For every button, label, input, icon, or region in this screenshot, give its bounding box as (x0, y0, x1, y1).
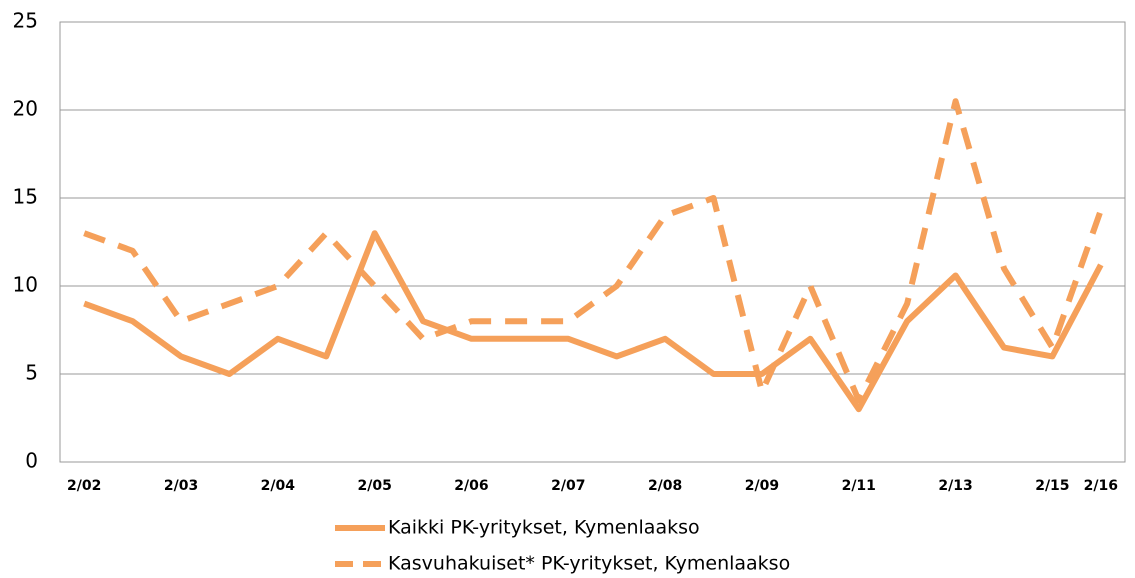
x-tick-label: 2/02 (67, 478, 101, 494)
x-tick-label: 2/05 (357, 478, 391, 494)
y-tick-label: 5 (25, 361, 38, 385)
plot-frame (59, 21, 1126, 463)
x-tick-label: 2/11 (842, 478, 876, 494)
series-line (83, 230, 1104, 413)
legend-label: Kasvuhakuiset* PK-yritykset, Kymenlaakso (388, 553, 790, 575)
x-tick-label: 2/08 (648, 478, 682, 494)
x-tick-label: 2/09 (745, 478, 779, 494)
x-tick-label: 2/16 (1084, 478, 1118, 494)
x-tick-label: 2/03 (164, 478, 198, 494)
legend-label: Kaikki PK-yritykset, Kymenlaakso (388, 517, 700, 539)
y-tick-label: 25 (13, 9, 38, 33)
x-tick-label: 2/07 (551, 478, 585, 494)
y-tick-label: 20 (13, 97, 38, 121)
y-tick-label: 0 (25, 449, 38, 473)
x-tick-label: 2/15 (1035, 478, 1069, 494)
y-tick-label: 10 (13, 273, 38, 297)
x-tick-label: 2/06 (454, 478, 488, 494)
y-tick-label: 15 (13, 185, 38, 209)
x-tick-label: 2/13 (938, 478, 972, 494)
series-line (83, 98, 1104, 404)
x-tick-label: 2/04 (261, 478, 296, 494)
